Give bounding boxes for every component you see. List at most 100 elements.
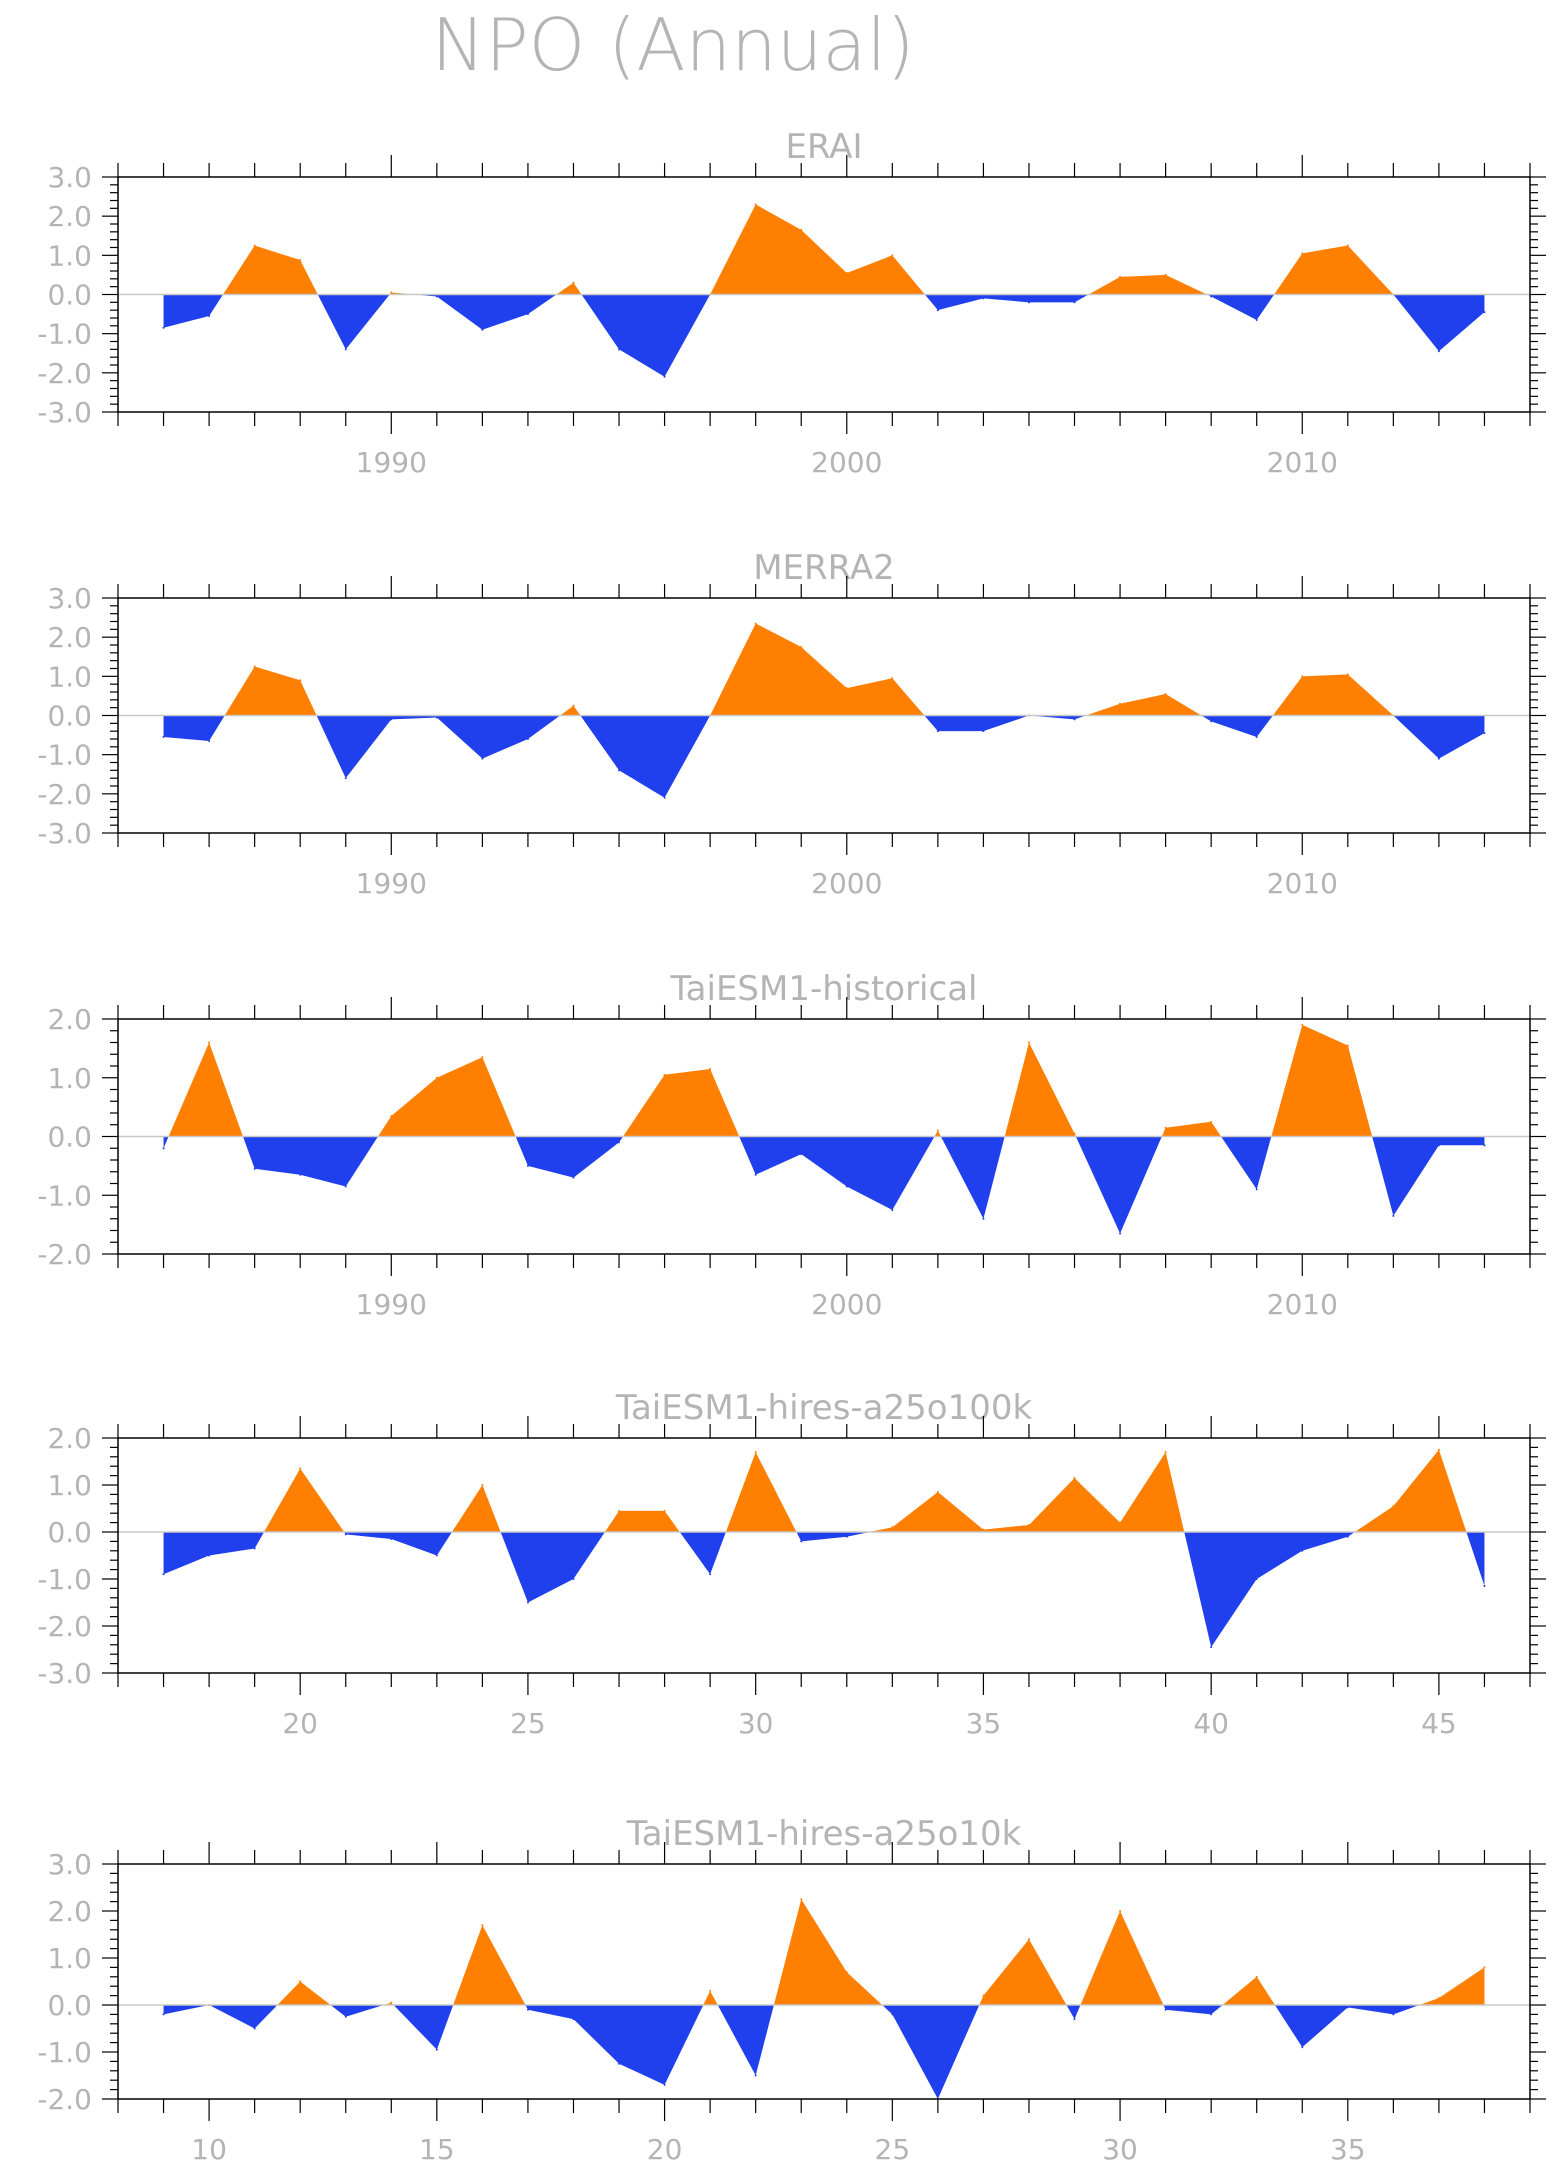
data-point xyxy=(1346,244,1349,247)
data-point xyxy=(800,1898,803,1901)
data-point xyxy=(1073,301,1076,304)
x-tick-label: 2000 xyxy=(811,867,882,900)
data-point xyxy=(162,2013,165,2016)
data-point xyxy=(709,1067,712,1070)
y-tick-label: 0.0 xyxy=(47,1516,92,1549)
y-tick-label: -3.0 xyxy=(37,1657,92,1690)
data-point xyxy=(709,1989,712,1992)
x-tick-label: 30 xyxy=(738,1707,774,1740)
figure-title: NPO (Annual) xyxy=(431,3,914,87)
x-tick-label: 30 xyxy=(1102,2133,1138,2166)
data-point xyxy=(1346,673,1349,676)
data-point xyxy=(162,1573,165,1576)
x-tick-label: 1990 xyxy=(356,1288,427,1321)
data-point xyxy=(1210,295,1213,298)
data-point xyxy=(982,730,985,733)
data-point xyxy=(936,309,939,312)
data-point xyxy=(1210,2013,1213,2016)
data-point xyxy=(1073,1476,1076,1479)
data-point xyxy=(1392,1214,1395,1217)
data-point xyxy=(208,1554,211,1557)
data-point xyxy=(845,1971,848,1974)
data-point xyxy=(1437,1996,1440,1999)
data-point xyxy=(1073,718,1076,721)
y-tick-label: -2.0 xyxy=(37,1610,92,1643)
data-point xyxy=(344,1185,347,1188)
data-point xyxy=(1483,732,1486,735)
data-point xyxy=(162,326,165,329)
data-point xyxy=(936,730,939,733)
panel-title: ERAI xyxy=(785,127,862,167)
data-point xyxy=(481,1484,484,1486)
x-tick-label: 1990 xyxy=(356,446,427,479)
panel-3: TaiESM1-historical 2.0 1.0 0.0 -1.0 -2.0 1990 2… xyxy=(37,969,1546,1321)
data-point xyxy=(982,297,985,300)
data-point xyxy=(891,1208,894,1211)
data-point xyxy=(344,1533,347,1536)
x-tick-label: 35 xyxy=(966,1707,1002,1740)
data-point xyxy=(526,1601,529,1604)
x-tick-label: 40 xyxy=(1193,1707,1229,1740)
y-tick-label: -1.0 xyxy=(37,1563,92,1596)
y-tick-label: -1.0 xyxy=(37,1179,92,1212)
data-point xyxy=(1027,301,1030,304)
data-point xyxy=(1210,1120,1213,1123)
y-tick-label: 2.0 xyxy=(47,200,92,233)
data-point xyxy=(162,1147,165,1150)
data-point xyxy=(936,1129,939,1132)
data-point xyxy=(1255,1578,1258,1580)
panel-title: MERRA2 xyxy=(753,548,895,588)
x-tick-label: 2010 xyxy=(1267,1288,1338,1321)
data-point xyxy=(299,1173,302,1176)
data-point xyxy=(1437,350,1440,353)
data-point xyxy=(1392,1505,1395,1508)
data-point xyxy=(1027,1523,1030,1526)
data-point xyxy=(253,665,256,668)
y-tick-label: -2.0 xyxy=(37,2083,92,2116)
data-point xyxy=(754,1173,757,1176)
x-tick-label: 1990 xyxy=(356,867,427,900)
data-point xyxy=(390,2001,393,2004)
data-point xyxy=(800,228,803,231)
data-point xyxy=(208,739,211,742)
data-point xyxy=(1437,1144,1440,1147)
x-tick-label: 25 xyxy=(510,1707,546,1740)
positive-area xyxy=(163,204,1485,295)
y-tick-label: -2.0 xyxy=(37,1238,92,1271)
data-point xyxy=(618,2062,621,2065)
data-point xyxy=(1255,1975,1258,1978)
y-tick-label: 3.0 xyxy=(47,1848,92,1881)
panel-4: TaiESM1-hires-a25o100k 2.0 1.0 0.0 -1.0 -2.0 -… xyxy=(37,1388,1546,1740)
data-point xyxy=(390,1538,393,1541)
y-tick-label: 0.0 xyxy=(47,1121,92,1154)
negative-area xyxy=(163,294,1485,377)
y-tick-label: 3.0 xyxy=(47,582,92,615)
x-tick-label: 20 xyxy=(647,2133,683,2166)
data-point xyxy=(1301,252,1304,255)
negative-area xyxy=(163,715,1485,798)
data-point xyxy=(481,328,484,331)
data-point xyxy=(253,1547,256,1550)
panel-title: TaiESM1-hires-a25o100k xyxy=(615,1388,1033,1428)
x-tick-label: 35 xyxy=(1330,2133,1366,2166)
data-point xyxy=(891,254,894,257)
negative-area xyxy=(163,1532,1485,1648)
panel-title: TaiESM1-historical xyxy=(670,969,978,1009)
data-point xyxy=(1437,1448,1440,1451)
data-point xyxy=(1073,2018,1076,2021)
data-point xyxy=(891,677,894,680)
data-point xyxy=(1164,273,1167,276)
data-point xyxy=(754,1451,757,1454)
data-point xyxy=(1164,692,1167,695)
data-point xyxy=(435,2048,438,2051)
y-tick-label: 2.0 xyxy=(47,1003,92,1036)
data-point xyxy=(253,2027,256,2030)
plot-frame xyxy=(117,1863,1531,2100)
data-point xyxy=(299,259,302,262)
data-point xyxy=(800,1540,803,1543)
data-point xyxy=(1392,2013,1395,2016)
y-tick-label: 1.0 xyxy=(47,660,92,693)
y-tick-label: 0.0 xyxy=(47,279,92,312)
data-point xyxy=(208,1041,211,1044)
data-point xyxy=(845,271,848,274)
